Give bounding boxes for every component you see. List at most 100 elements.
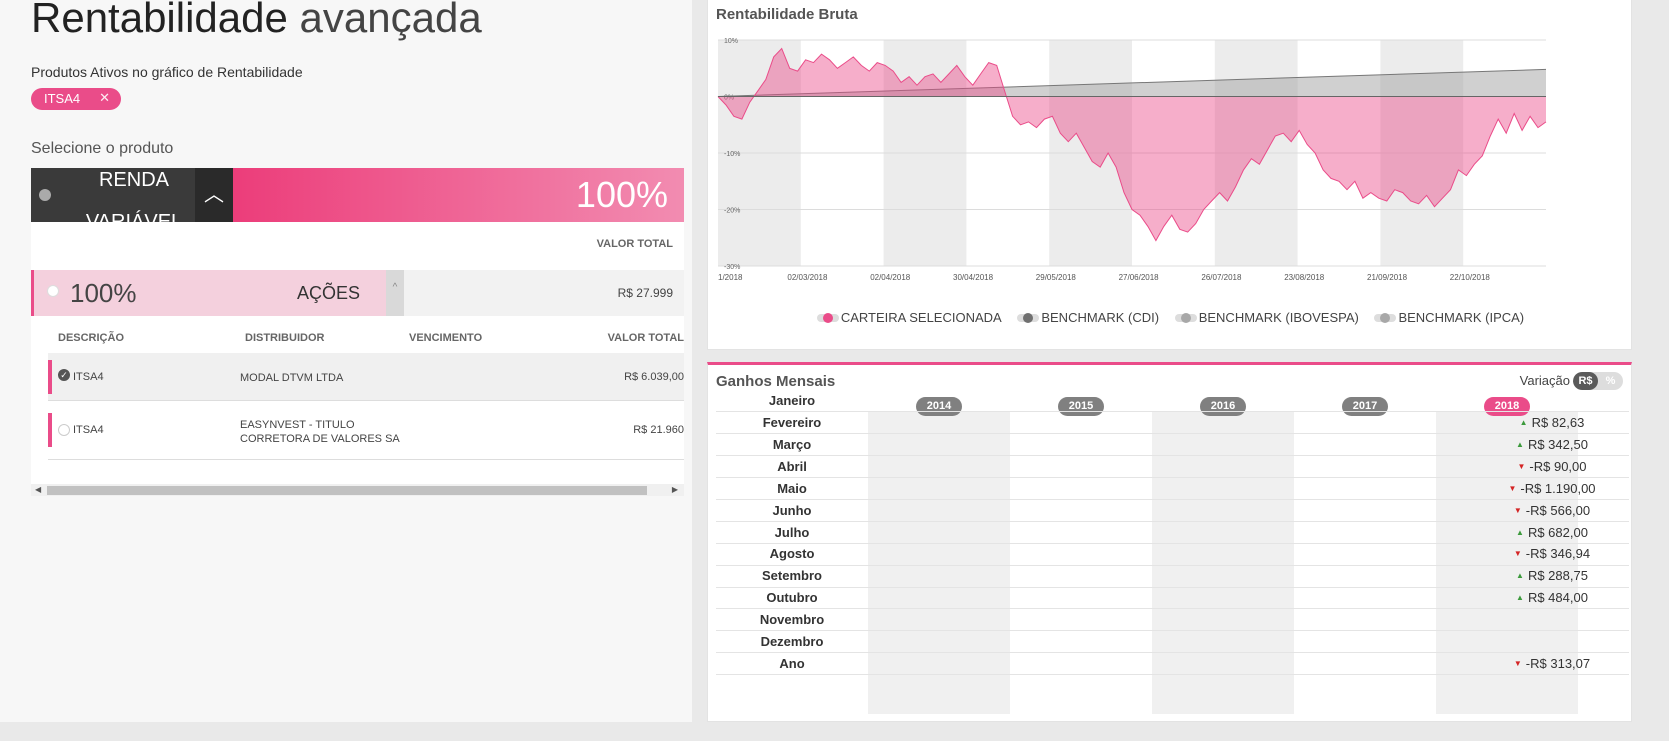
arrow-up-icon: ▲: [1516, 527, 1524, 537]
valor-total-header: VALOR TOTAL: [596, 238, 673, 250]
horizontal-scrollbar[interactable]: ◀ ▶: [31, 484, 684, 496]
cell-distribuidor: EASYNVEST - TITULO CORRETORA DE VALORES S…: [240, 418, 400, 446]
col-header-descricao[interactable]: DESCRIÇÃO: [58, 332, 125, 344]
legend-item-ibovespa[interactable]: BENCHMARK (IBOVESPA): [1174, 310, 1359, 325]
product-chip[interactable]: ITSA4 ✕: [31, 88, 121, 110]
month-value: ▼ -R$ 313,07: [1480, 656, 1624, 671]
col-header-valor-total[interactable]: VALOR TOTAL: [607, 332, 684, 344]
month-label: Março: [772, 436, 812, 452]
month-row: Janeiro: [716, 389, 1629, 413]
subcategory-row[interactable]: 100% AÇÕES ^ R$ 27.999: [31, 270, 684, 316]
month-label: Agosto: [769, 546, 815, 562]
arrow-down-icon: ▼: [1513, 505, 1522, 515]
table-row[interactable]: ITSA4 EASYNVEST - TITULO CORRETORA DE VAL…: [48, 402, 684, 460]
y-tick-label: -30%: [724, 264, 740, 271]
month-label: Julho: [774, 524, 810, 540]
scrollbar-thumb[interactable]: [47, 486, 647, 495]
year-tab-2017[interactable]: 2017: [1342, 397, 1388, 416]
month-row: Agosto ▼ -R$ 346,94: [716, 542, 1629, 566]
month-label: Abril: [777, 458, 807, 474]
legend-item-carteira[interactable]: CARTEIRA SELECIONADA: [816, 310, 1002, 325]
legend-item-ipca[interactable]: BENCHMARK (IPCA): [1374, 310, 1524, 325]
y-tick-label: 10%: [724, 38, 738, 45]
arrow-down-icon: ▼: [1517, 461, 1526, 471]
toggle-percent[interactable]: %: [1605, 375, 1616, 387]
row-marker: [48, 413, 52, 447]
chart-legend: CARTEIRA SELECIONADA BENCHMARK (CDI) BEN…: [708, 310, 1633, 325]
arrow-up-icon: ▲: [1519, 418, 1528, 427]
chevron-up-icon[interactable]: ︿: [195, 168, 233, 222]
month-row: Outubro ▲ R$ 484,00: [716, 586, 1629, 610]
year-tab-2014[interactable]: 2014: [916, 397, 962, 416]
y-tick-label: -20%: [724, 208, 740, 215]
month-label: Junho: [772, 502, 812, 518]
x-tick-label: 27/06/2018: [1119, 273, 1160, 282]
chart-card-title: Rentabilidade Bruta: [716, 6, 858, 23]
year-column: [1152, 411, 1294, 714]
cell-distribuidor-line2: CORRETORA DE VALORES SA: [240, 433, 400, 445]
chevron-up-small-icon[interactable]: ^: [386, 270, 404, 316]
month-label: Outubro: [766, 590, 818, 606]
category-radio[interactable]: [39, 189, 51, 201]
close-icon[interactable]: ✕: [99, 90, 110, 105]
table-row[interactable]: ✓ ITSA4 MODAL DTVM LTDA R$ 6.039,00: [48, 353, 684, 401]
month-row: Setembro ▲ R$ 288,75: [716, 564, 1629, 588]
cell-distribuidor-line1: EASYNVEST - TITULO: [240, 419, 355, 431]
year-tab-2016[interactable]: 2016: [1200, 397, 1246, 416]
col-header-vencimento[interactable]: VENCIMENTO: [409, 332, 483, 344]
y-tick-label: -10%: [724, 151, 740, 158]
month-row: Dezembro: [716, 630, 1629, 654]
month-value: ▼ -R$ 90,00: [1480, 459, 1624, 474]
subcategory-label-box: 100% AÇÕES: [31, 270, 386, 316]
legend-item-cdi[interactable]: BENCHMARK (CDI): [1017, 310, 1159, 325]
check-icon[interactable]: ✓: [58, 369, 70, 381]
select-product-label: Selecione o produto: [31, 140, 174, 157]
month-value: ▲ R$ 288,75: [1480, 568, 1624, 583]
month-row: Abril ▼ -R$ 90,00: [716, 455, 1629, 479]
row-marker: [48, 360, 52, 394]
month-value-text: -R$ 313,07: [1525, 655, 1591, 671]
x-tick-label: 26/07/2018: [1201, 273, 1242, 282]
scroll-left-icon[interactable]: ◀: [35, 485, 42, 494]
year-column: [1436, 411, 1578, 714]
month-value: ▼ -R$ 346,94: [1480, 546, 1624, 561]
subcategory-percent: 100%: [70, 278, 137, 308]
page-title: Rentabilidade avançada: [31, 0, 482, 42]
category-bar[interactable]: RENDA VARIÁVEL ︿ 100%: [31, 168, 684, 222]
title-light: avançada: [299, 0, 482, 41]
scroll-right-icon[interactable]: ▶: [671, 485, 678, 494]
col-header-distribuidor[interactable]: DISTRIBUIDOR: [245, 332, 325, 344]
month-label: Fevereiro: [762, 415, 822, 430]
month-row: Novembro: [716, 608, 1629, 632]
rentabilidade-chart[interactable]: 10% 0% -10% -20% -30% 1/2018 02/03/2018 02/04/2…: [708, 30, 1633, 305]
month-value: ▼ -R$ 566,00: [1480, 503, 1624, 518]
legend-label: BENCHMARK (CDI): [1041, 310, 1160, 325]
product-panel: VALOR TOTAL 100% AÇÕES ^ R$ 27.999 DESCR…: [31, 222, 684, 496]
title-bold: Rentabilidade: [31, 0, 288, 41]
series-carteira-line: [717, 47, 1547, 242]
month-value-text: R$ 342,50: [1527, 436, 1588, 452]
month-value: ▲ R$ 82,63: [1480, 415, 1624, 430]
row-radio[interactable]: [58, 424, 70, 436]
ganhos-title: Ganhos Mensais: [716, 373, 836, 390]
month-label: Janeiro: [768, 393, 816, 408]
x-tick-label: 29/05/2018: [1036, 273, 1077, 282]
toggle-rs[interactable]: R$: [1573, 372, 1598, 390]
month-value: ▲ R$ 682,00: [1480, 525, 1624, 540]
x-tick-label: 23/08/2018: [1284, 273, 1325, 282]
month-label: Ano: [779, 655, 805, 671]
year-tab-2018[interactable]: 2018: [1484, 397, 1530, 416]
month-value-text: -R$ 566,00: [1525, 502, 1591, 518]
y-tick-label: 0%: [724, 95, 734, 102]
variacao-toggle[interactable]: R$ %: [1573, 372, 1623, 390]
year-column: [1294, 411, 1436, 714]
legend-swatch: [1374, 313, 1397, 323]
year-column: [868, 411, 1010, 714]
subcategory-radio[interactable]: [47, 285, 59, 297]
month-row: Março ▲ R$ 342,50: [716, 433, 1629, 457]
subcategory-value: R$ 27.999: [617, 286, 673, 300]
year-tab-2015[interactable]: 2015: [1058, 397, 1104, 416]
cell-valor: R$ 6.039,00: [624, 371, 684, 383]
subcategory-name: AÇÕES: [296, 283, 360, 303]
month-row: Fevereiro ▲ R$ 82,63: [716, 411, 1629, 435]
